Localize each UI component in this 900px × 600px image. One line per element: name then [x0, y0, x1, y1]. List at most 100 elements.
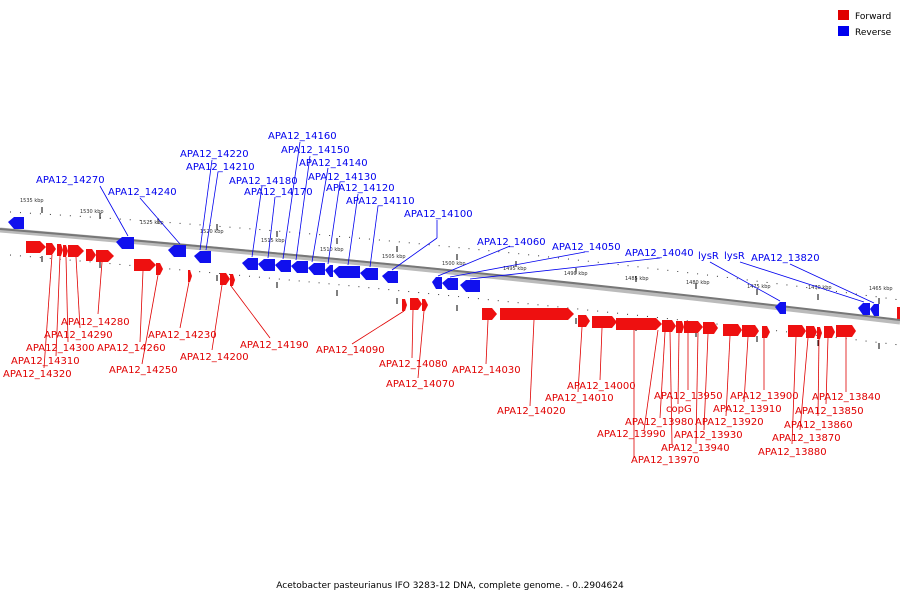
- gene-label[interactable]: copG: [666, 404, 692, 415]
- gene-label[interactable]: APA12_14070: [386, 379, 455, 390]
- gene-label[interactable]: APA12_14190: [240, 340, 309, 351]
- forward-gene[interactable]: [482, 308, 497, 320]
- gene-label[interactable]: APA12_13920: [695, 417, 764, 428]
- gene-label[interactable]: APA12_14030: [452, 365, 521, 376]
- forward-gene[interactable]: [662, 320, 676, 332]
- gene-label[interactable]: APA12_14000: [567, 381, 636, 392]
- forward-gene[interactable]: [134, 259, 156, 271]
- gene-label[interactable]: APA12_14290: [44, 330, 113, 341]
- forward-gene[interactable]: [592, 316, 617, 328]
- gene-label[interactable]: APA12_14160: [268, 131, 337, 142]
- gene-label[interactable]: APA12_14100: [404, 209, 473, 220]
- gene-label[interactable]: APA12_14250: [109, 365, 178, 376]
- forward-gene[interactable]: [616, 318, 662, 330]
- gene-label[interactable]: APA12_13850: [795, 406, 864, 417]
- gene-label[interactable]: APA12_14010: [545, 393, 614, 404]
- gene-label[interactable]: APA12_13980: [625, 417, 694, 428]
- forward-gene[interactable]: [806, 326, 817, 338]
- gene-label[interactable]: APA12_13860: [784, 420, 853, 431]
- gene-label[interactable]: APA12_14130: [308, 172, 377, 183]
- gene-label[interactable]: APA12_14200: [180, 352, 249, 363]
- reverse-gene[interactable]: [360, 268, 378, 280]
- gene-label[interactable]: APA12_14260: [97, 343, 166, 354]
- reverse-gene[interactable]: [870, 304, 879, 316]
- reverse-gene[interactable]: [194, 251, 211, 263]
- gene-label[interactable]: APA12_13990: [597, 429, 666, 440]
- reverse-gene[interactable]: [242, 258, 258, 270]
- gene-label[interactable]: APA12_14050: [552, 242, 621, 253]
- gene-label[interactable]: APA12_14140: [299, 158, 368, 169]
- gene-label[interactable]: APA12_13940: [661, 443, 730, 454]
- reverse-gene[interactable]: [460, 280, 480, 292]
- gene-label[interactable]: APA12_14150: [281, 145, 350, 156]
- reverse-gene[interactable]: [432, 277, 442, 289]
- forward-gene[interactable]: [723, 324, 742, 336]
- reverse-gene[interactable]: [275, 260, 291, 272]
- forward-gene[interactable]: [788, 325, 806, 337]
- forward-gene[interactable]: [684, 321, 703, 333]
- forward-gene[interactable]: [156, 263, 163, 275]
- forward-gene[interactable]: [57, 244, 63, 256]
- gene-label[interactable]: APA12_13910: [713, 404, 782, 415]
- forward-gene[interactable]: [46, 243, 56, 255]
- forward-gene[interactable]: [703, 322, 718, 334]
- gene-label[interactable]: APA12_13840: [812, 392, 881, 403]
- gene-label[interactable]: lysR: [698, 251, 719, 262]
- gene-label[interactable]: APA12_13930: [674, 430, 743, 441]
- forward-gene[interactable]: [422, 299, 428, 311]
- gene-label[interactable]: APA12_14210: [186, 162, 255, 173]
- forward-gene[interactable]: [188, 270, 192, 282]
- gene-label[interactable]: APA12_14230: [148, 330, 217, 341]
- forward-gene[interactable]: [836, 325, 856, 337]
- forward-gene[interactable]: [26, 241, 46, 253]
- gene-label[interactable]: APA12_14120: [326, 183, 395, 194]
- gene-label[interactable]: APA12_13820: [751, 253, 820, 264]
- gene-label[interactable]: lysR: [724, 251, 745, 262]
- forward-gene[interactable]: [410, 298, 422, 310]
- gene-label[interactable]: APA12_13900: [730, 391, 799, 402]
- forward-gene[interactable]: [86, 249, 96, 261]
- gene-label[interactable]: APA12_14320: [3, 369, 72, 380]
- gene-label[interactable]: APA12_14240: [108, 187, 177, 198]
- forward-gene[interactable]: [220, 273, 230, 285]
- reverse-gene[interactable]: [168, 245, 186, 257]
- forward-gene[interactable]: [68, 245, 84, 257]
- gene-label[interactable]: APA12_14170: [244, 187, 313, 198]
- reverse-gene[interactable]: [258, 259, 275, 271]
- reverse-gene[interactable]: [291, 261, 308, 273]
- forward-gene[interactable]: [742, 325, 759, 337]
- forward-gene[interactable]: [230, 274, 235, 286]
- reverse-gene[interactable]: [308, 263, 325, 275]
- forward-gene[interactable]: [578, 315, 590, 327]
- gene-label[interactable]: APA12_14040: [625, 248, 694, 259]
- gene-label[interactable]: APA12_13870: [772, 433, 841, 444]
- forward-gene[interactable]: [500, 308, 574, 320]
- forward-gene[interactable]: [762, 326, 770, 338]
- gene-label[interactable]: APA12_14020: [497, 406, 566, 417]
- forward-gene[interactable]: [63, 245, 68, 257]
- gene-label[interactable]: APA12_14090: [316, 345, 385, 356]
- forward-gene[interactable]: [402, 299, 407, 311]
- forward-gene[interactable]: [676, 321, 684, 333]
- gene-label[interactable]: APA12_14300: [26, 343, 95, 354]
- reverse-gene[interactable]: [442, 278, 458, 290]
- gene-label[interactable]: APA12_13950: [654, 391, 723, 402]
- gene-label[interactable]: APA12_14060: [477, 237, 546, 248]
- forward-gene[interactable]: [817, 327, 822, 339]
- gene-label[interactable]: APA12_14180: [229, 176, 298, 187]
- gene-label[interactable]: APA12_13970: [631, 455, 700, 466]
- reverse-gene[interactable]: [333, 266, 360, 278]
- reverse-gene[interactable]: [775, 302, 786, 314]
- gene-label[interactable]: APA12_14110: [346, 196, 415, 207]
- reverse-gene[interactable]: [858, 303, 870, 315]
- gene-label[interactable]: APA12_14270: [36, 175, 105, 186]
- gene-label[interactable]: APA12_14080: [379, 359, 448, 370]
- forward-gene[interactable]: [96, 250, 114, 262]
- gene-label[interactable]: APA12_14310: [11, 356, 80, 367]
- gene-label[interactable]: APA12_14220: [180, 149, 249, 160]
- forward-gene[interactable]: [824, 326, 835, 338]
- gene-label[interactable]: APA12_14280: [61, 317, 130, 328]
- reverse-gene[interactable]: [8, 217, 24, 229]
- forward-gene[interactable]: [897, 307, 900, 319]
- reverse-gene[interactable]: [116, 237, 134, 249]
